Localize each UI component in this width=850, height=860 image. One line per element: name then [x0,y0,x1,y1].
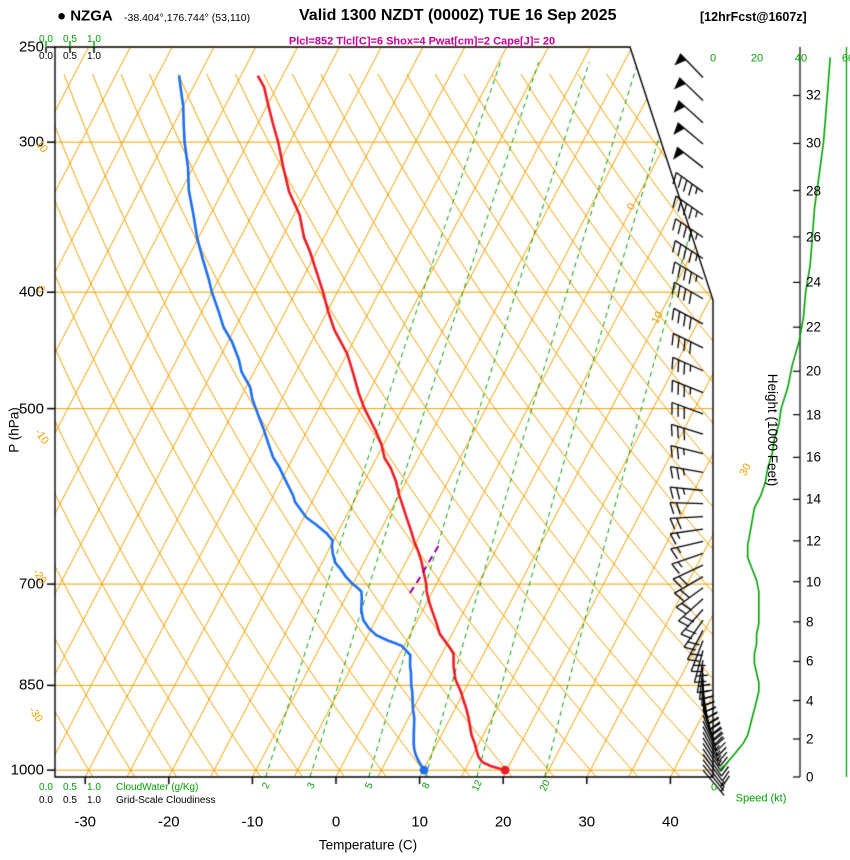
height-tick-label: 24 [806,274,822,290]
height-tick-label: 16 [806,449,822,465]
cloudwater-bottom-0: 0.0 [39,782,53,793]
temperature-tick-label: 40 [662,813,679,831]
pressure-tick-label: 850 [18,676,44,694]
height-tick-label: 20 [806,363,822,379]
height-axis-label: Height (1000 Feet) [764,373,780,487]
height-tick-label: 8 [806,614,814,630]
cloudwater-scale-05: 0.5 [63,34,77,45]
stability-indices: Plcl=852 Tlcl[C]=6 Shox=4 Pwat[cm]=2 Cap… [288,35,556,48]
cloudiness-bottom-0: 0.0 [39,795,53,806]
cloudiness-scale-1: 1.0 [87,51,101,62]
speed-tick-0: 0 [709,52,717,65]
speed-tick-40: 40 [794,52,808,65]
height-tick-label: 2 [806,731,814,747]
cloudiness-scale-05: 0.5 [63,51,77,62]
pressure-tick-label: 500 [18,400,44,418]
cloudiness-scale-0: 0.0 [39,51,53,62]
temperature-tick-label: 30 [578,813,596,831]
forecast-tag: [12hrFcst@1607z] [700,9,807,24]
station-id: ● NZGA [57,7,113,25]
temperature-axis-label: Temperature (C) [318,837,418,853]
height-tick-label: 14 [806,491,822,507]
cloudiness-axis-label: Grid-Scale Cloudiness [116,795,216,806]
height-tick-label: 12 [806,533,822,549]
height-tick-label: 32 [806,87,822,103]
height-tick-label: 18 [806,406,822,422]
height-tick-label: 6 [806,653,814,669]
speed-tick-60: 60 [841,52,850,65]
height-tick-label: 30 [806,135,822,151]
cloudwater-bottom-1: 1.0 [87,782,101,793]
cloudwater-bottom-05: 0.5 [63,782,77,793]
temperature-tick-label: -20 [157,813,180,831]
temperature-tick-label: 10 [411,813,428,831]
valid-time-title: Valid 1300 NZDT (0000Z) TUE 16 Sep 2025 [299,7,617,24]
cloudwater-axis-label: CloudWater (g/Kg) [116,782,199,793]
pressure-tick-label: 700 [18,575,44,593]
temperature-tick-label: -30 [74,813,97,831]
height-tick-label: 4 [806,692,814,708]
pressure-tick-label: 300 [18,133,44,151]
speed-tick-20: 20 [750,52,764,65]
temperature-tick-label: 0 [331,813,341,831]
cloudiness-bottom-05: 0.5 [63,795,77,806]
speed-tick-bottom-0: 0 [710,781,718,794]
temperature-tick-label: 20 [494,813,512,831]
cloudwater-scale-1: 1.0 [87,34,101,45]
speed-axis-label: Speed (kt) [735,792,787,805]
pressure-tick-label: 1000 [10,761,44,779]
height-tick-label: 28 [806,182,822,198]
height-tick-label: 10 [806,573,822,589]
cloudwater-scale-0: 0.0 [39,34,53,45]
height-tick-label: 22 [806,319,822,335]
station-coordinates: -38.404°,176.744° (53,110) [124,11,251,24]
cloudiness-bottom-1: 1.0 [87,795,101,806]
temperature-tick-label: -10 [241,813,264,831]
pressure-tick-label: 400 [18,283,44,301]
height-tick-label: 26 [806,229,822,245]
height-tick-label: 0 [806,769,814,785]
pressure-tick-label: 250 [18,38,44,56]
